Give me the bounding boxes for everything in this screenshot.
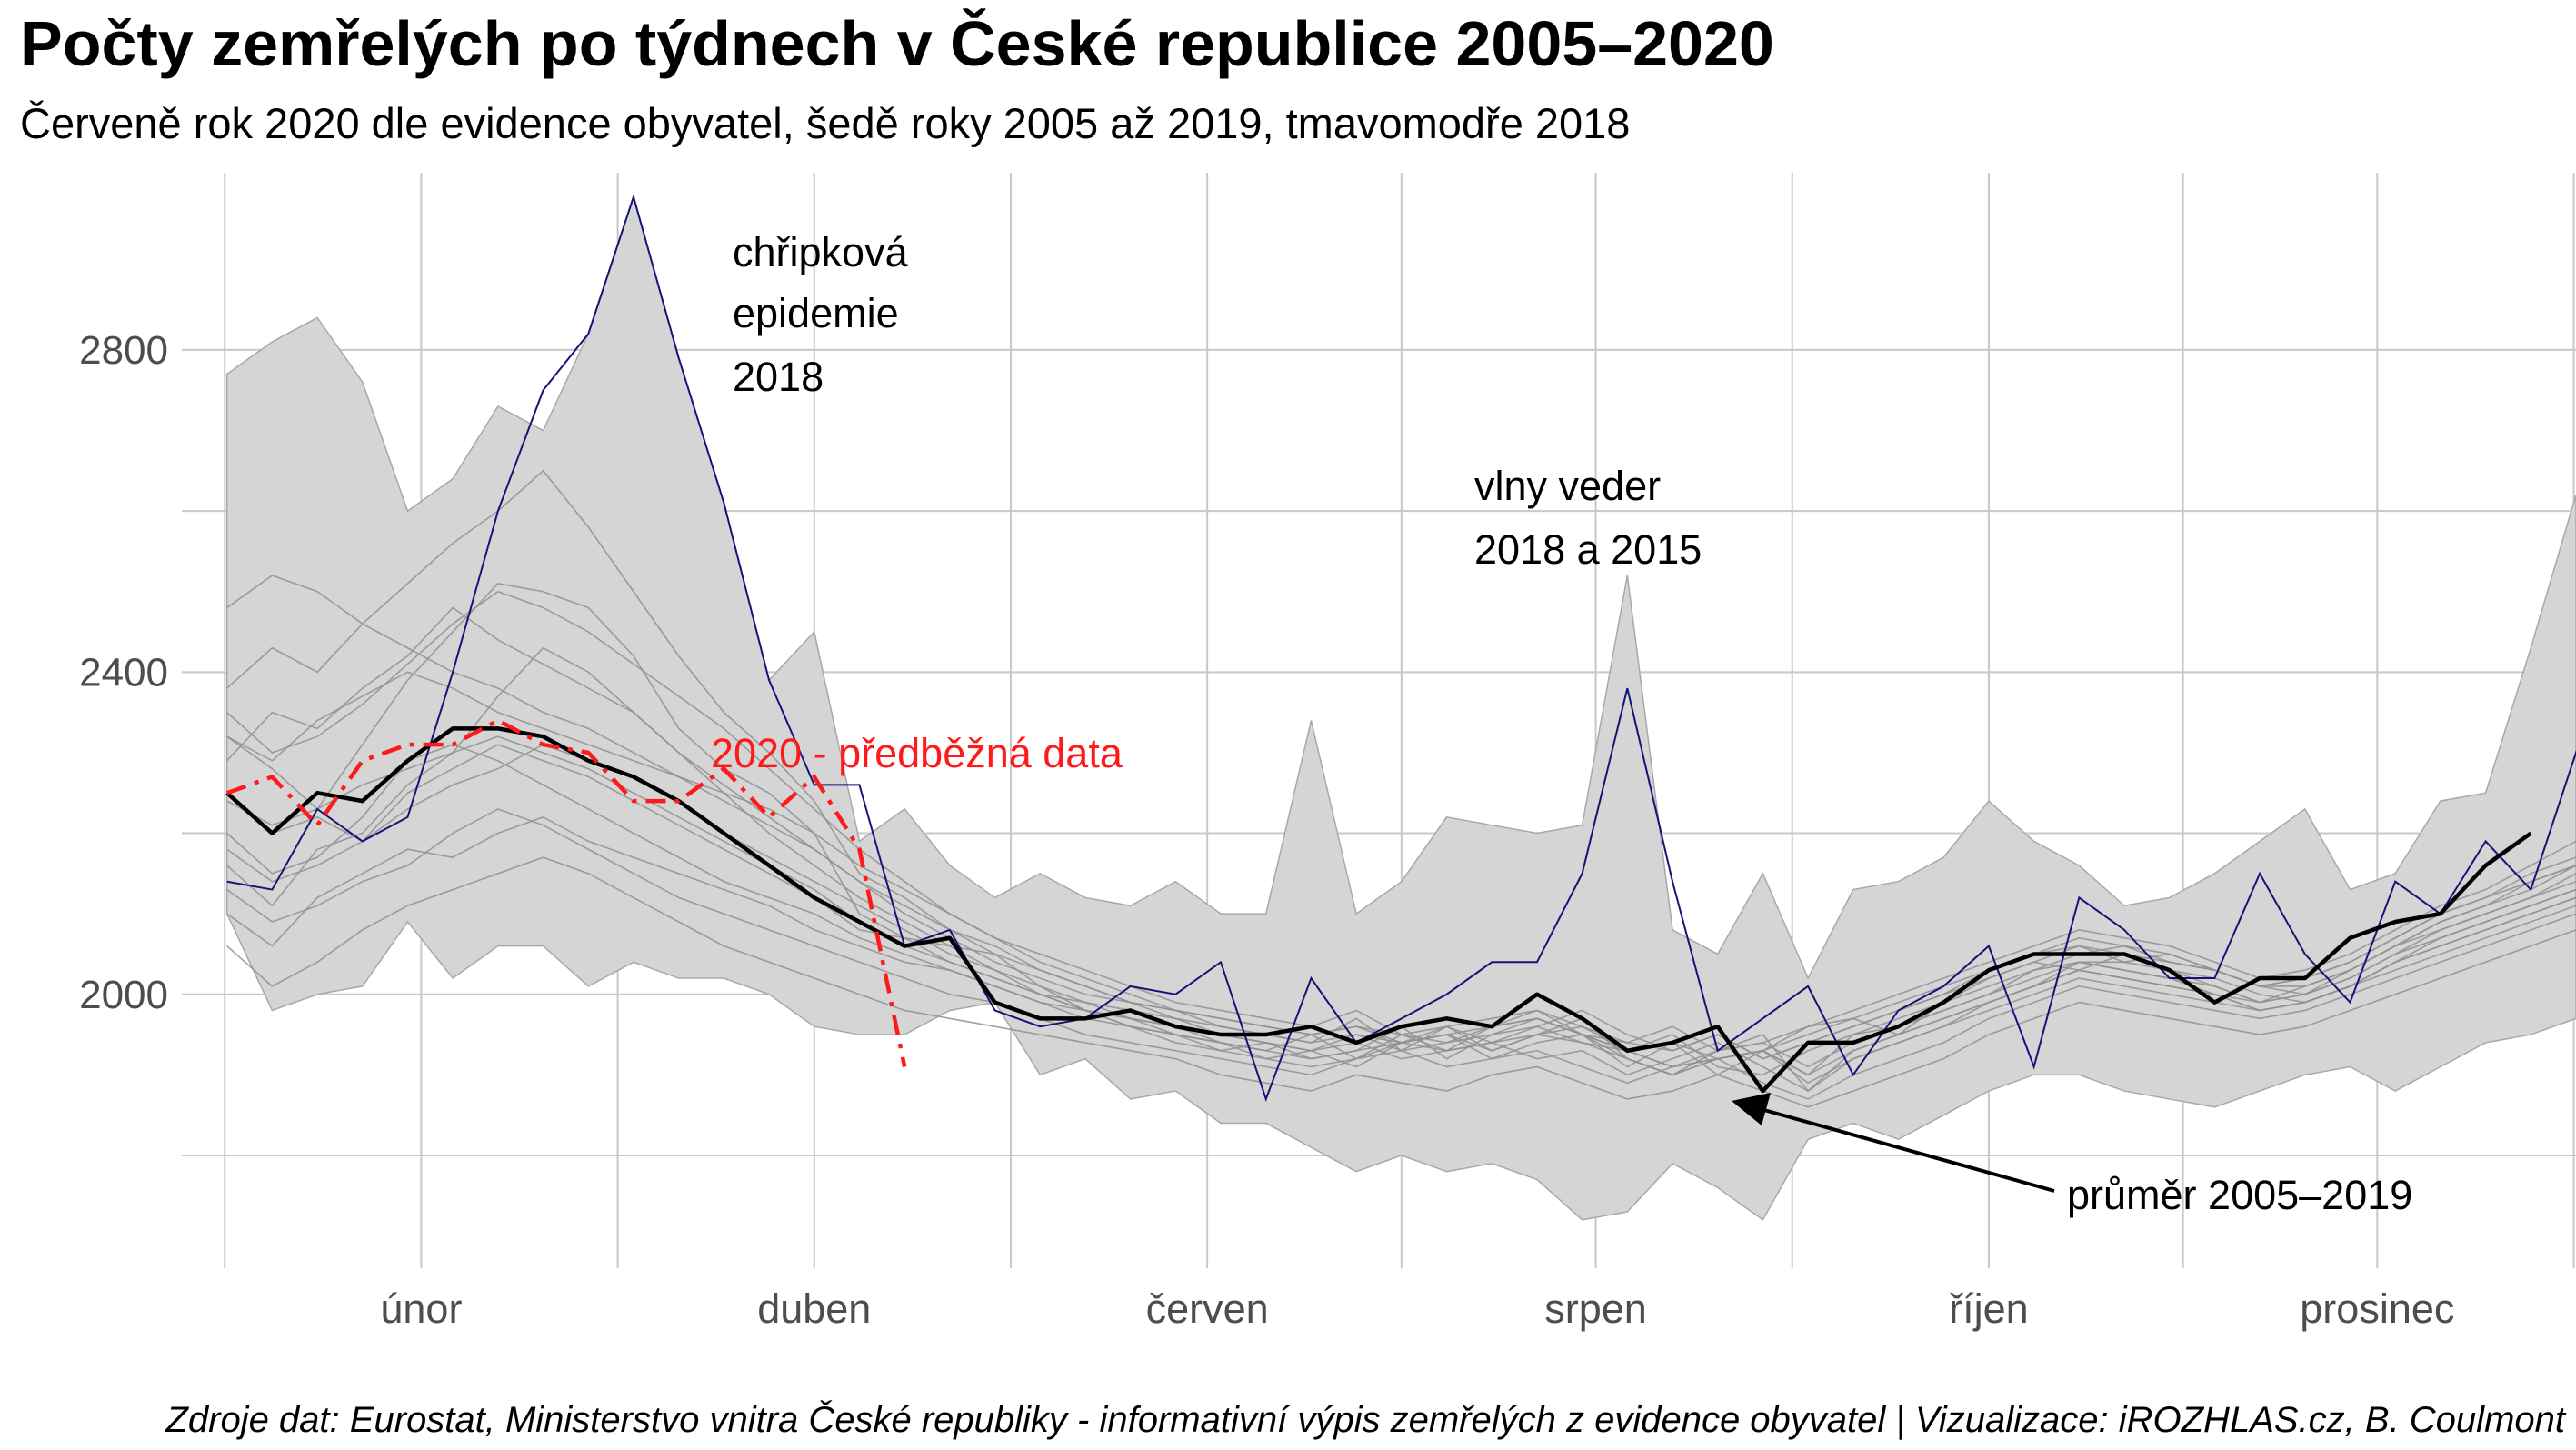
range-band-2005-2019 <box>225 195 2576 1221</box>
heat-annotation-line1: vlny veder <box>1474 463 1661 509</box>
flu-annotation-line2: epidemie <box>733 290 899 336</box>
flu-annotation-line1: chřipková <box>733 229 909 275</box>
mean-label: průměr 2005–2019 <box>2067 1172 2412 1218</box>
series-mean-line <box>225 726 2532 1094</box>
mean-arrow-head <box>1732 1093 1771 1125</box>
y-tick-label: 2400 <box>79 650 168 695</box>
highlight-series <box>225 194 2576 1102</box>
series-2018-line <box>226 194 2576 1102</box>
range-band <box>225 195 2576 1221</box>
grey-series-line <box>226 856 2576 1108</box>
y-tick-label: 2800 <box>79 328 168 373</box>
chart-title: Počty zemřelých po týdnech v České repub… <box>20 8 1774 79</box>
chart-caption: Zdroje dat: Eurostat, Ministerstvo vnitr… <box>165 1400 2565 1440</box>
y-tick-label: 2000 <box>79 973 168 1017</box>
x-tick-label: červen <box>1146 1285 1269 1332</box>
x-tick-label: říjen <box>1949 1285 2029 1332</box>
series-2020-line <box>225 717 907 1067</box>
y-axis-ticks: 2000 2400 2800 <box>79 328 168 1017</box>
heat-annotation-line2: 2018 a 2015 <box>1474 526 1702 573</box>
flu-annotation-line3: 2018 <box>733 354 824 400</box>
grey-series-line <box>226 808 2576 1100</box>
annotations: chřipková epidemie 2018 vlny veder 2018 … <box>711 229 2412 1218</box>
x-tick-label: srpen <box>1544 1285 1647 1332</box>
grey-series-line <box>226 590 2576 1060</box>
label-2020: 2020 - předběžná data <box>711 730 1123 776</box>
x-tick-label: únor <box>380 1285 462 1332</box>
x-tick-label: prosinec <box>2300 1285 2454 1332</box>
x-tick-label: duben <box>757 1285 871 1332</box>
x-axis-ticks: únor duben červen srpen říjen prosinec <box>380 1285 2454 1332</box>
chart-subtitle: Červeně rok 2020 dle evidence obyvatel, … <box>20 99 1631 147</box>
mean-arrow-shaft <box>1753 1105 2055 1193</box>
